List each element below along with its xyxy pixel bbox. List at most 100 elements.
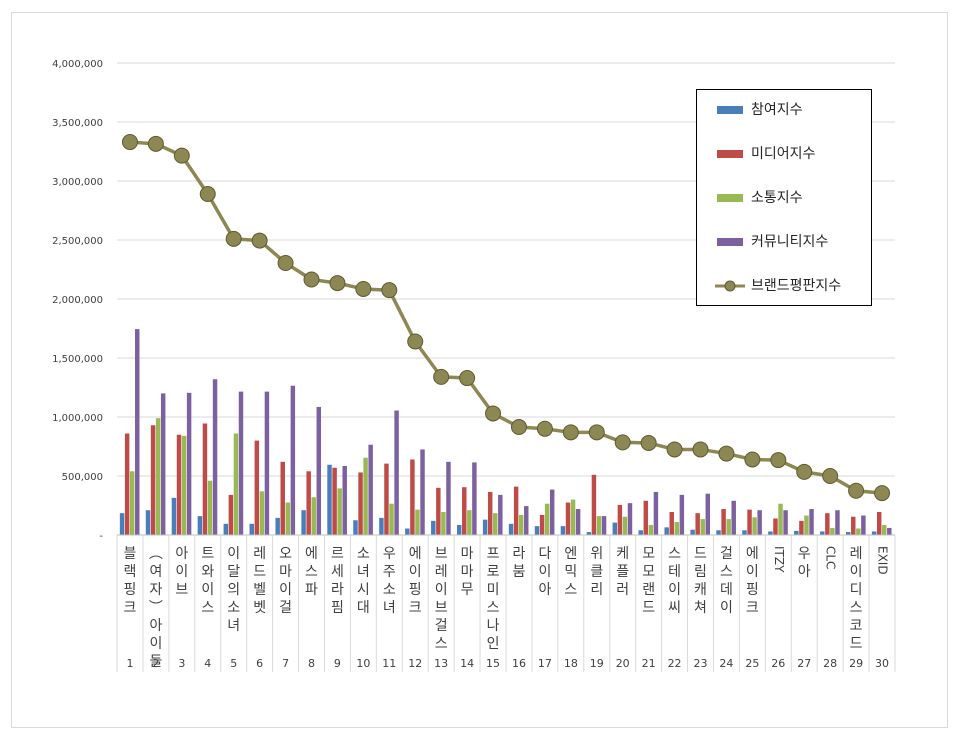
y-tick-label: 2,500,000 xyxy=(52,236,103,247)
bar-participation xyxy=(353,520,358,535)
legend: 참여지수 미디어지수 소통지수 커뮤니티지수 브랜드평판지수 xyxy=(696,89,872,306)
bar-communication xyxy=(752,517,757,535)
y-tick-label: 3,500,000 xyxy=(52,118,103,129)
bar-communication xyxy=(285,502,291,535)
y-tick-label: 500,000 xyxy=(62,472,103,483)
bar-media xyxy=(332,467,337,535)
x-axis: 블 랙 핑 크 1 ︵ 여 자 ︶ 아 이 들2 아 이 브 3 트 와 이 스 4 이 달 의 소 녀 5 레 드 벨 벳 6 오 마 이 걸 7 에 스… xyxy=(116,534,896,672)
brand-reputation-point xyxy=(433,368,450,385)
brand-reputation-point xyxy=(251,232,268,249)
brand-reputation-point xyxy=(355,280,372,297)
brand-reputation-point xyxy=(692,441,709,458)
bar-media xyxy=(150,425,156,535)
rank-label: 1 xyxy=(126,657,133,670)
rank-label: 8 xyxy=(308,657,315,670)
bar-participation xyxy=(560,526,566,535)
bar-layer xyxy=(119,329,892,535)
rank-label: 26 xyxy=(771,657,785,670)
bar-media xyxy=(228,494,234,535)
rank-label: 19 xyxy=(590,657,604,670)
bar-participation xyxy=(327,464,332,535)
bar-participation xyxy=(638,530,643,535)
bar-communication xyxy=(674,522,680,535)
bar-communication xyxy=(856,528,861,535)
brand-reputation-point xyxy=(744,451,761,468)
brand-reputation-point xyxy=(588,424,605,441)
y-tick-label: - xyxy=(99,531,103,542)
bar-participation xyxy=(742,530,747,535)
bar-communication xyxy=(415,509,420,535)
bar-community xyxy=(809,509,814,535)
bar-community xyxy=(238,391,244,535)
bar-participation xyxy=(431,520,436,535)
rank-label: 17 xyxy=(538,657,552,670)
bar-participation xyxy=(379,517,384,535)
bar-communication xyxy=(648,524,654,535)
rank-label: 7 xyxy=(282,657,289,670)
bar-media xyxy=(410,459,415,535)
bar-media xyxy=(124,433,130,535)
category-label: CLC xyxy=(824,546,838,569)
bar-media xyxy=(591,474,597,535)
bar-participation xyxy=(664,527,669,535)
bar-community xyxy=(420,449,425,535)
rank-label: 20 xyxy=(616,657,630,670)
legend-swatch-brand-reputation xyxy=(715,280,745,292)
bar-participation xyxy=(249,523,254,535)
legend-swatch-media xyxy=(717,150,743,158)
y-tick-label: 1,500,000 xyxy=(52,354,103,365)
rank-label: 21 xyxy=(642,657,656,670)
legend-item-community: 커뮤니티지수 xyxy=(697,232,873,256)
bar-media xyxy=(721,509,726,535)
rank-label: 11 xyxy=(382,657,396,670)
bar-communication xyxy=(804,515,809,535)
bar-communication xyxy=(337,488,342,535)
bar-participation xyxy=(482,519,488,535)
bar-participation xyxy=(171,497,177,535)
brand-reputation-point xyxy=(407,333,424,350)
bar-communication xyxy=(622,516,628,535)
brand-reputation-point xyxy=(303,271,320,288)
brand-reputation-point xyxy=(173,147,190,164)
bar-communication xyxy=(778,503,783,535)
bar-communication xyxy=(259,491,265,535)
rank-label: 9 xyxy=(334,657,341,670)
bar-participation xyxy=(871,531,877,535)
rank-label: 4 xyxy=(204,657,211,670)
bar-communication xyxy=(882,524,887,535)
bar-participation xyxy=(534,526,540,535)
brand-reputation-point xyxy=(381,282,398,299)
legend-label-participation: 참여지수 xyxy=(751,102,803,118)
brand-reputation-point xyxy=(822,468,839,484)
bar-communication xyxy=(518,514,524,535)
bar-participation xyxy=(145,510,151,535)
bar-community xyxy=(290,385,296,535)
bar-media xyxy=(539,514,545,535)
y-axis: - 500,000 1,000,000 1,500,000 2,000,000 2,500… xyxy=(52,59,103,542)
bar-media xyxy=(280,461,285,535)
bar-participation xyxy=(716,530,721,535)
brand-reputation-point xyxy=(510,419,527,436)
y-tick-label: 4,000,000 xyxy=(52,59,103,70)
bar-media xyxy=(825,513,830,535)
bar-communication xyxy=(311,497,316,535)
bar-media xyxy=(358,472,363,535)
rank-label: 25 xyxy=(745,657,759,670)
bar-participation xyxy=(119,513,125,535)
bar-participation xyxy=(845,532,851,535)
brand-reputation-point xyxy=(225,230,242,247)
y-tick-label: 1,000,000 xyxy=(52,413,103,424)
rank-label: 2 xyxy=(152,657,159,670)
bar-community xyxy=(160,393,166,535)
bar-media xyxy=(695,513,700,535)
bar-participation xyxy=(820,531,825,535)
